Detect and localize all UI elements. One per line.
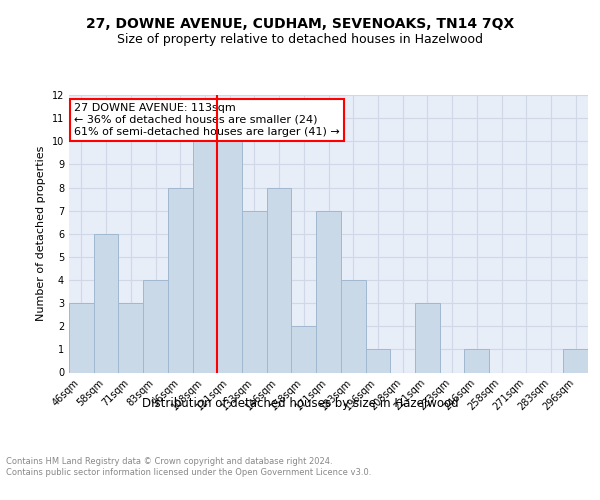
Bar (292, 326, 316, 372)
Bar (193, 141, 217, 372)
Bar (316, 210, 341, 372)
Bar (341, 280, 365, 372)
Bar (415, 303, 440, 372)
Text: Distribution of detached houses by size in Hazelwood: Distribution of detached houses by size … (142, 398, 458, 410)
Bar (563, 350, 588, 372)
Bar (267, 188, 292, 372)
Y-axis label: Number of detached properties: Number of detached properties (36, 146, 46, 322)
Bar (464, 350, 489, 372)
Bar (94, 234, 118, 372)
Text: Size of property relative to detached houses in Hazelwood: Size of property relative to detached ho… (117, 32, 483, 46)
Bar (217, 141, 242, 372)
Text: 27 DOWNE AVENUE: 113sqm
← 36% of detached houses are smaller (24)
61% of semi-de: 27 DOWNE AVENUE: 113sqm ← 36% of detache… (74, 104, 340, 136)
Bar (168, 188, 193, 372)
Text: 27, DOWNE AVENUE, CUDHAM, SEVENOAKS, TN14 7QX: 27, DOWNE AVENUE, CUDHAM, SEVENOAKS, TN1… (86, 18, 514, 32)
Text: Contains HM Land Registry data © Crown copyright and database right 2024.
Contai: Contains HM Land Registry data © Crown c… (6, 458, 371, 477)
Bar (242, 210, 267, 372)
Bar (118, 303, 143, 372)
Bar (69, 303, 94, 372)
Bar (365, 350, 390, 372)
Bar (143, 280, 168, 372)
